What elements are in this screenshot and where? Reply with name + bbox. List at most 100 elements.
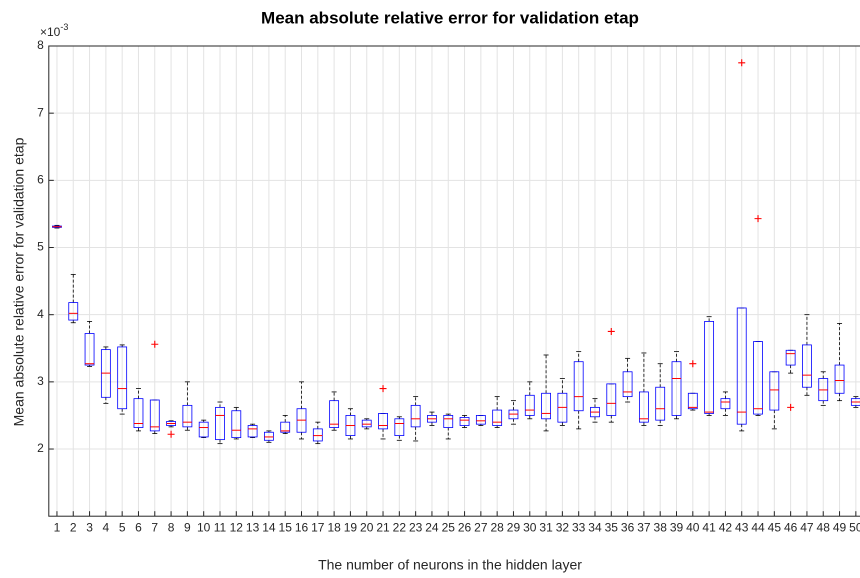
- x-tick-label: 21: [376, 520, 390, 534]
- outlier: [151, 340, 159, 348]
- box: [443, 415, 454, 428]
- x-tick-label: 16: [295, 520, 309, 534]
- box: [736, 307, 747, 425]
- box: [231, 410, 242, 439]
- box: [622, 371, 633, 398]
- x-tick-label: 19: [344, 520, 358, 534]
- x-tick-label: 35: [605, 520, 619, 534]
- x-tick-label: 49: [833, 520, 847, 534]
- box: [753, 341, 763, 415]
- x-axis-label: The number of neurons in the hidden laye…: [318, 557, 582, 573]
- x-tick-label: 3: [86, 520, 93, 534]
- x-tick-label: 13: [246, 520, 260, 534]
- x-tick-label: 43: [735, 520, 749, 534]
- y-tick-label: 6: [37, 173, 44, 187]
- box: [638, 391, 649, 423]
- x-tick-label: 20: [360, 520, 374, 534]
- x-tick-label: 25: [442, 520, 456, 534]
- box: [149, 399, 160, 432]
- x-tick-label: 45: [768, 520, 782, 534]
- box: [834, 364, 845, 394]
- x-tick-label: 18: [327, 520, 341, 534]
- x-tick-label: 26: [458, 520, 472, 534]
- x-tick-label: 40: [686, 520, 700, 534]
- x-tick-label: 41: [702, 520, 716, 534]
- x-tick-label: 15: [279, 520, 293, 534]
- y-multiplier-exponent: -3: [60, 22, 68, 32]
- x-tick-label: 2: [70, 520, 77, 534]
- outlier: [787, 403, 795, 411]
- y-tick-label: 5: [37, 240, 44, 254]
- box: [410, 404, 421, 428]
- box: [704, 321, 715, 414]
- x-tick-label: 34: [588, 520, 602, 534]
- box: [687, 392, 698, 410]
- box: [84, 333, 95, 366]
- box: [459, 417, 470, 426]
- chart-title: Mean absolute relative error for validat…: [261, 8, 639, 27]
- box: [117, 346, 128, 410]
- box: [492, 409, 503, 426]
- box: [133, 398, 144, 428]
- x-tick-label: 4: [103, 520, 110, 534]
- x-tick-label: 33: [572, 520, 586, 534]
- outlier: [689, 360, 697, 368]
- y-multiplier: ×10-3: [40, 22, 68, 39]
- box: [573, 361, 584, 412]
- x-tick-label: 10: [197, 520, 211, 534]
- box: [312, 428, 323, 442]
- y-tick-label: 3: [37, 374, 44, 388]
- box: [264, 431, 274, 441]
- x-tick-label: 11: [214, 520, 227, 534]
- y-multiplier-base: ×10: [40, 25, 61, 39]
- x-tick-label: 28: [490, 520, 504, 534]
- y-tick-label: 8: [37, 38, 44, 52]
- x-tick-label: 23: [409, 520, 423, 534]
- box: [475, 415, 486, 425]
- x-tick-label: 27: [474, 520, 488, 534]
- x-tick-label: 38: [654, 520, 668, 534]
- x-tick-label: 32: [556, 520, 570, 534]
- x-tick-label: 6: [135, 520, 142, 534]
- x-tick-label: 31: [539, 520, 553, 534]
- box: [606, 383, 617, 416]
- outlier: [738, 59, 746, 67]
- x-tick-label: 37: [637, 520, 651, 534]
- x-tick-label: 9: [184, 520, 191, 534]
- plot-area: [48, 46, 860, 517]
- box: [68, 302, 79, 321]
- x-tick-label: 8: [168, 520, 175, 534]
- box: [541, 392, 551, 420]
- x-tick-label: 42: [719, 520, 733, 534]
- box: [280, 421, 291, 433]
- x-tick-label: 14: [262, 520, 276, 534]
- outlier: [167, 430, 175, 438]
- box: [802, 344, 812, 388]
- box: [655, 386, 666, 421]
- box: [182, 404, 193, 428]
- x-tick-label: 29: [507, 520, 521, 534]
- x-tick-label: 36: [621, 520, 635, 534]
- x-tick-label: 30: [523, 520, 537, 534]
- box: [394, 418, 405, 436]
- outlier: [379, 385, 387, 393]
- box: [247, 425, 258, 438]
- x-tick-label: 50: [849, 520, 860, 534]
- x-tick-label: 46: [784, 520, 798, 534]
- y-tick-label: 2: [37, 441, 44, 455]
- x-tick-label: 39: [670, 520, 684, 534]
- outlier: [607, 327, 615, 335]
- x-tick-label: 44: [751, 520, 765, 534]
- x-tick-label: 12: [230, 520, 244, 534]
- axes-box: [48, 45, 860, 517]
- outlier: [754, 215, 762, 223]
- box: [378, 413, 388, 430]
- y-axis-label: Mean absolute relative error for validat…: [11, 137, 27, 426]
- box: [671, 361, 682, 416]
- box: [198, 421, 209, 438]
- x-tick-label: 7: [151, 520, 158, 534]
- box: [769, 371, 780, 411]
- y-tick-label: 4: [37, 307, 44, 321]
- x-tick-label: 22: [393, 520, 407, 534]
